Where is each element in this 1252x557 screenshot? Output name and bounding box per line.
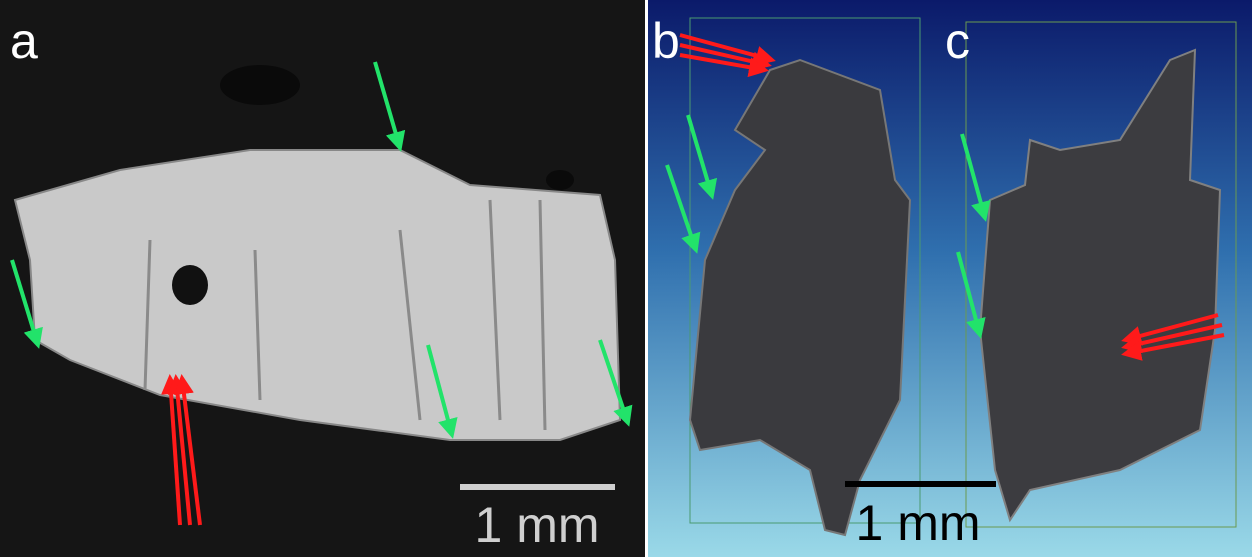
hole [172, 265, 208, 305]
panel-a: a 1 mm [0, 0, 645, 557]
pore [220, 65, 300, 105]
page: a 1 mm b c 1 mm (() => { const data = JS… [0, 0, 1252, 557]
scale-bar-label: 1 mm [856, 495, 981, 551]
panel-label: b [652, 13, 680, 69]
scale-bar-label: 1 mm [475, 497, 600, 553]
figure: a 1 mm b c 1 mm [0, 0, 1252, 557]
panel-label: c [945, 13, 970, 69]
panel-bc: b c 1 mm [648, 0, 1252, 557]
pore [546, 170, 574, 190]
panel-label: a [10, 13, 38, 69]
